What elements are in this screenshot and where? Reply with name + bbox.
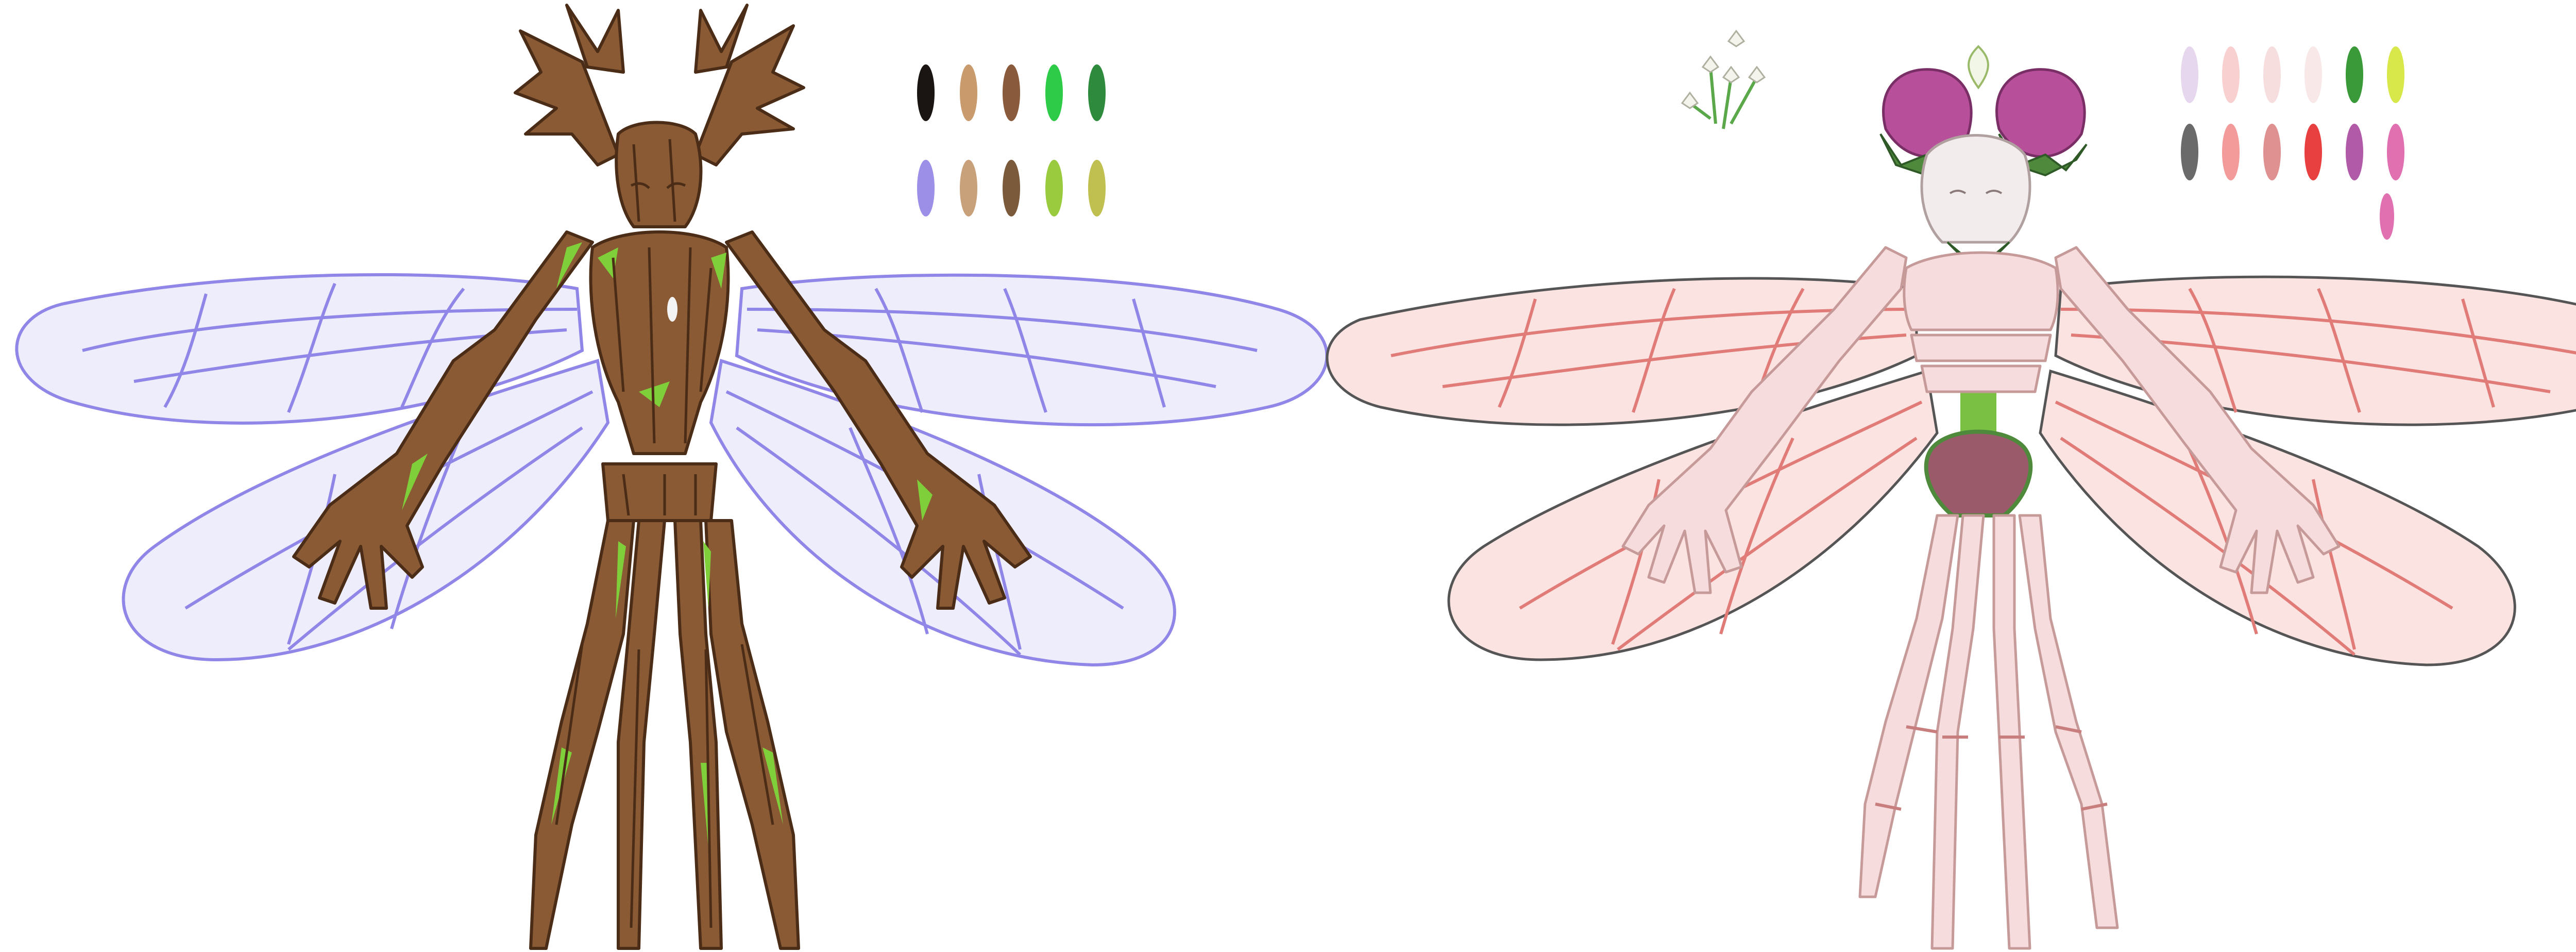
right-clover-flower — [1995, 68, 2086, 158]
wood-palette-swatch — [1003, 160, 1020, 216]
clover-palette-swatch — [2346, 46, 2363, 103]
wood-fairy-head — [615, 121, 703, 228]
clover-palette-swatch — [2346, 124, 2363, 180]
wood-fairy-chest-knot — [667, 297, 677, 322]
clover-palette-swatch — [2181, 46, 2198, 103]
flower-sprig-sketch — [1681, 29, 1766, 129]
wood-palette-swatch — [917, 64, 935, 121]
wood-fairy-bark-grain — [555, 139, 774, 928]
clover-fairy-rib-1 — [1910, 333, 2052, 362]
wood-fairy-face — [630, 182, 686, 189]
clover-fairy-rib-2 — [1920, 364, 2042, 393]
wood-palette-swatch — [917, 160, 935, 216]
wood-palette-swatch — [1088, 64, 1106, 121]
wood-palette-swatch — [1088, 160, 1106, 216]
wood-palette-swatch — [960, 64, 977, 121]
wood-fairy-left-arm — [292, 230, 594, 610]
clover-palette-swatch — [2222, 124, 2240, 180]
clover-fairy-bulb — [1924, 429, 2033, 517]
wood-fairy-leg-1 — [529, 519, 635, 950]
clover-palette-swatch — [2387, 124, 2404, 180]
clover-color-palette — [2181, 46, 2404, 240]
wood-palette-swatch — [1045, 64, 1063, 121]
head-petal — [1968, 45, 1989, 90]
clover-fairy-head — [1920, 134, 2031, 244]
wood-fairy-leg-4 — [704, 519, 800, 950]
clover-palette-swatch — [2304, 46, 2322, 103]
clover-fairy-left-arm — [1621, 246, 1908, 594]
wood-fairy-right-arm — [725, 230, 1032, 610]
clover-palette-swatch — [2380, 193, 2394, 240]
wood-palette-swatch — [1045, 160, 1063, 216]
wood-fairy-pelvis — [601, 462, 718, 522]
clover-fairy-torso — [1903, 251, 2059, 331]
clover-palette-swatch — [2263, 124, 2281, 180]
clover-palette-swatch — [2263, 46, 2281, 103]
wood-fairy-torso — [589, 230, 730, 455]
clover-palette-swatch — [2222, 46, 2240, 103]
clover-fairy-leg-1 — [1858, 514, 1959, 898]
wood-fairy-head-branches — [514, 4, 805, 166]
wood-fairy-leg-2 — [617, 519, 666, 950]
clover-palette-swatch — [2304, 124, 2322, 180]
wood-color-palette — [917, 64, 1106, 216]
wood-palette-swatch — [960, 160, 977, 216]
clover-fairy-leg-4 — [2018, 514, 2119, 929]
wood-fairy-figure — [15, 4, 1329, 950]
clover-palette-swatch — [2387, 46, 2404, 103]
clover-fairy-joint-rings — [1875, 725, 2108, 811]
clover-fairy-figure — [1326, 29, 2576, 950]
clover-fairy-leg-2 — [1930, 514, 1985, 950]
clover-fairy-face — [1949, 190, 2003, 194]
clover-fairy-leg-3 — [1992, 514, 2031, 950]
wood-palette-swatch — [1003, 64, 1020, 121]
clover-palette-swatch — [2181, 124, 2198, 180]
clover-fairy-right-arm — [2054, 246, 2341, 594]
